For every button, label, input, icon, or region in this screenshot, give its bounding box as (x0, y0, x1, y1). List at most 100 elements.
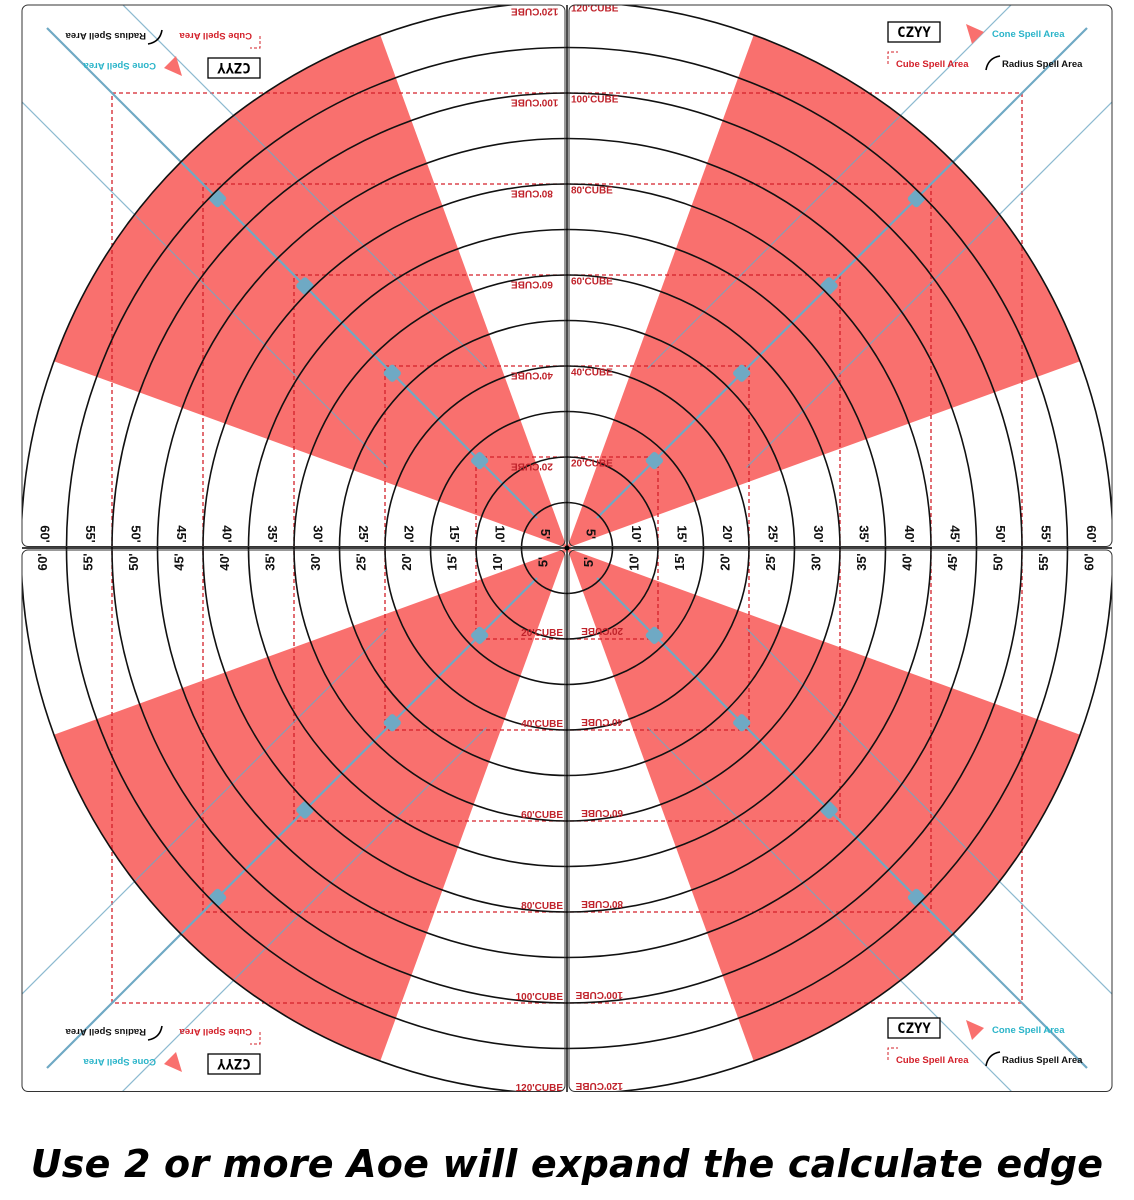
guide-diagonal-3 (596, 577, 1088, 1069)
ring-label: 60' (37, 525, 52, 543)
arc-icon (985, 55, 1001, 71)
guide-diagonal-2 (596, 27, 1088, 519)
ring-label: 45' (172, 553, 187, 571)
ring-label: 20' (399, 553, 414, 571)
cone-triangle-icon (966, 1020, 984, 1040)
ring-label: 20' (718, 553, 733, 571)
ring-label: 20' (720, 525, 735, 543)
ring-label: 55' (81, 553, 96, 571)
ring-label: 25' (354, 553, 369, 571)
ring-label: 50' (126, 553, 141, 571)
ring-label: 30' (809, 553, 824, 571)
ring-label: 60' (1082, 553, 1097, 571)
guide-marker (645, 451, 664, 470)
ring-label: 45' (945, 553, 960, 571)
guide-marker (645, 626, 664, 645)
logo-text: CZYY (217, 1055, 251, 1071)
guide-offset-1-1 (22, 101, 388, 468)
ring-label: 10' (490, 553, 505, 571)
cube-labels: 20'CUBE 20'CUBE 20'CUBE 20'CUBE 40'CUBE 40'CU… (511, 5, 623, 1092)
cone-triangle-icon (164, 56, 182, 76)
legend-block-2: CZYY Cone Spell Area Cube Spell Area Radius… (65, 29, 261, 79)
cube-label: 100'CUBE (571, 94, 619, 105)
ring-label: 50' (128, 525, 143, 543)
legend-block-3: CZYY Cone Spell Area Cube Spell Area Radius… (887, 1017, 1083, 1067)
ring-label: 40' (217, 553, 232, 571)
logo-text: CZYY (897, 1021, 931, 1037)
board-tile-2 (568, 4, 1113, 547)
cube-label: 100'CUBE (575, 989, 623, 1000)
cube-label: 40'CUBE (511, 370, 553, 381)
ring-label: 55' (1038, 525, 1053, 543)
ring-label: 60' (35, 553, 50, 571)
ring-label: 55' (83, 525, 98, 543)
legend-block-1: CZYY Cone Spell Area Cube Spell Area Radius… (887, 21, 1083, 71)
guide-marker (383, 714, 401, 732)
guide-diagonal-4 (46, 577, 538, 1069)
ring-label: 25' (765, 525, 780, 543)
cube-label: 60'CUBE (571, 276, 613, 287)
cube-label: 120'CUBE (575, 1080, 623, 1091)
dashed-square-icon (250, 36, 261, 49)
arc-icon (985, 1051, 1001, 1067)
ring-label: 35' (854, 553, 869, 571)
ring-label: 55' (1036, 553, 1051, 571)
legend-cube-label: Cube Spell Area (896, 1055, 969, 1066)
czyy-logo: CZYY (207, 57, 261, 79)
cube-label: 100'CUBE (516, 992, 564, 1003)
logo-text: CZYY (217, 59, 251, 75)
czyy-logo: CZYY (887, 1017, 941, 1039)
cone-triangle-icon (164, 1052, 182, 1072)
ring-label: 30' (811, 525, 826, 543)
guide-offset-2-2 (746, 101, 1112, 468)
board-tile-4 (568, 549, 1113, 1092)
guide-offset-1-2 (122, 5, 487, 369)
ring-label: 40' (902, 525, 917, 543)
legend-cone-label: Cone Spell Area (83, 1056, 156, 1067)
board-tile-3 (21, 549, 566, 1092)
ring-label: 50' (993, 525, 1008, 543)
center-dot (564, 545, 570, 551)
guide-diagonal-1 (46, 27, 538, 519)
ring-label: 10' (627, 553, 642, 571)
board-tiles (21, 4, 1113, 1092)
ring-label: 5' (536, 557, 551, 567)
guide-marker (470, 626, 489, 645)
guide-marker (383, 364, 401, 382)
guide-marker (733, 714, 751, 732)
legend-cone-label: Cone Spell Area (83, 60, 156, 71)
cube-label: 20'CUBE (511, 461, 553, 472)
cube-label: 20'CUBE (571, 458, 613, 469)
dashed-square-icon (250, 1032, 261, 1045)
guide-offset-3-1 (746, 628, 1112, 995)
ring-label: 5' (583, 529, 598, 539)
ring-label: 40' (900, 553, 915, 571)
ring-label: 5' (581, 557, 596, 567)
ring-label: 30' (310, 525, 325, 543)
ring-label: 10' (629, 525, 644, 543)
ring-label: 15' (447, 525, 462, 543)
cube-label: 80'CUBE (521, 901, 563, 912)
ring-label: 15' (445, 553, 460, 571)
cube-label: 80'CUBE (511, 188, 553, 199)
legend-radius-label: Radius Spell Area (1002, 1055, 1083, 1066)
guide-marker (733, 364, 751, 382)
ring-label: 30' (308, 553, 323, 571)
legend-radius-label: Radius Spell Area (65, 30, 146, 41)
ring-labels: 5' 5' 5' 5' 10' 10' 10' 10' 15' 15' 15' 15' 20' 20' 20… (35, 525, 1099, 571)
cube-label: 40'CUBE (581, 716, 623, 727)
cube-label: 80'CUBE (571, 185, 613, 196)
cube-label: 20'CUBE (581, 625, 623, 636)
czyy-logo: CZYY (207, 1053, 261, 1075)
ring-label: 60' (1084, 525, 1099, 543)
ring-label: 25' (356, 525, 371, 543)
guide-offset-4-1 (121, 727, 487, 1092)
cube-label: 40'CUBE (521, 719, 563, 730)
arc-icon (147, 1025, 163, 1041)
ring-label: 45' (947, 525, 962, 543)
ring-label: 10' (492, 525, 507, 543)
dashed-square-icon (887, 1047, 898, 1060)
cube-label: 60'CUBE (581, 807, 623, 818)
cube-label: 20'CUBE (521, 628, 563, 639)
logo-text: CZYY (897, 25, 931, 41)
